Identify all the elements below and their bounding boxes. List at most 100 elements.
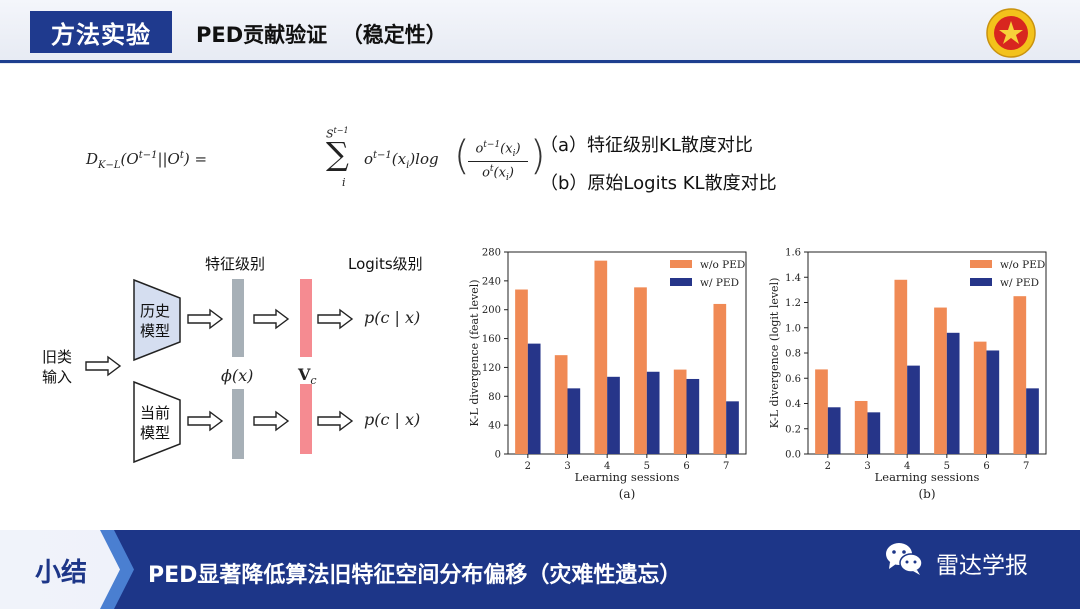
current-model-label-line1: 当前 xyxy=(140,404,171,422)
y-tick-label: 1.2 xyxy=(785,298,801,309)
bar-w-ped xyxy=(907,365,920,454)
section-badge: 方法实验 xyxy=(30,11,172,53)
x-tick-label: 5 xyxy=(644,461,650,472)
chart-caption: (a) xyxy=(619,487,636,501)
bar-wo-ped xyxy=(894,279,908,454)
x-tick-label: 3 xyxy=(864,461,870,472)
bar-wo-ped xyxy=(594,260,608,454)
arrow-logits-to-output-2 xyxy=(317,410,354,432)
current-logits-bar xyxy=(300,384,312,454)
chart-caption: (b) xyxy=(918,487,935,501)
legend-entry: w/o PED xyxy=(700,259,745,271)
bar-w-ped xyxy=(527,343,541,454)
page-title: PED贡献验证 （稳定性） xyxy=(196,23,447,47)
legend-swatch xyxy=(670,278,692,286)
x-axis-label: Learning sessions xyxy=(575,470,680,484)
bar-w-ped xyxy=(827,407,841,454)
x-tick-label: 4 xyxy=(904,461,910,472)
bar-w-ped xyxy=(607,376,620,454)
y-tick-label: 1.4 xyxy=(785,273,801,284)
bar-wo-ped xyxy=(1013,296,1027,454)
bar-w-ped xyxy=(1026,388,1039,454)
bar-wo-ped xyxy=(515,289,528,454)
vc-label: Vc xyxy=(298,365,317,388)
bar-w-ped xyxy=(986,350,1000,454)
x-axis-label: Learning sessions xyxy=(875,470,980,484)
emblem-logo xyxy=(986,8,1036,58)
x-tick-label: 6 xyxy=(983,461,989,472)
current-feature-bar xyxy=(232,389,244,459)
arrow-old-to-feature xyxy=(187,308,224,330)
header-bar xyxy=(0,0,1080,64)
y-tick-label: 0.6 xyxy=(785,374,801,385)
y-tick-label: 280 xyxy=(482,248,501,259)
kl-divergence-formula: DK−L(Ot−1||Ot) = St−1 ∑ i ot−1(xi)log ( … xyxy=(86,126,546,189)
y-tick-label: 240 xyxy=(482,276,501,287)
header-divider xyxy=(0,60,1080,63)
wechat-icon xyxy=(886,543,923,575)
old-logits-bar xyxy=(300,279,312,357)
y-tick-label: 1.0 xyxy=(785,323,801,334)
bar-w-ped xyxy=(726,401,739,454)
x-tick-label: 2 xyxy=(525,461,531,472)
logits-level-label: Logits级别 xyxy=(348,255,423,273)
chart-logit-level: 0.0 0.2 0.4 0.6 0.8 1.0 1.2 1.4 1.6 2 3 4 5 6 7 w/o PED… xyxy=(768,248,1047,501)
brand-text: 雷达学报 xyxy=(936,553,1028,579)
y-tick-label: 1.6 xyxy=(785,248,801,259)
plot-frame xyxy=(507,251,747,455)
legend-swatch xyxy=(670,260,692,268)
bar-wo-ped xyxy=(854,400,868,454)
x-tick-label: 2 xyxy=(825,461,831,472)
arrow-feature-to-logits xyxy=(253,308,290,330)
bar-wo-ped xyxy=(973,341,987,454)
bar-w-ped xyxy=(686,378,700,454)
legend-swatch xyxy=(970,278,992,286)
old-model-block xyxy=(133,278,181,362)
feature-level-label: 特征级别 xyxy=(205,255,266,273)
y-tick-label: 0.2 xyxy=(785,424,801,435)
summary-text: PED显著降低算法旧特征空间分布偏移（灾难性遗忘） xyxy=(148,563,682,588)
caption-b: （b）原始Logits KL散度对比 xyxy=(540,173,777,194)
legend-swatch xyxy=(970,260,992,268)
y-tick-label: 80 xyxy=(488,392,501,403)
y-tick-label: 120 xyxy=(482,363,501,374)
y-tick-label: 160 xyxy=(482,334,501,345)
y-axis-label: K-L divergence (feat level) xyxy=(468,279,481,426)
y-tick-label: 0.8 xyxy=(785,349,801,360)
model-diagram-shapes xyxy=(85,278,354,464)
x-tick-label: 7 xyxy=(1023,461,1029,472)
bar-w-ped xyxy=(867,412,881,454)
x-tick-label: 7 xyxy=(723,461,729,472)
bar-wo-ped xyxy=(634,287,647,454)
y-tick-label: 200 xyxy=(482,305,501,316)
footer-band-shape xyxy=(100,530,1080,609)
summary-tag: 小结 xyxy=(34,557,87,588)
old-model-label-line1: 历史 xyxy=(140,302,171,320)
arrow-current-to-feature xyxy=(187,410,224,432)
bar-wo-ped xyxy=(554,355,568,454)
legend-entry: w/ PED xyxy=(700,277,739,289)
bar-w-ped xyxy=(567,388,581,454)
y-tick-label: 40 xyxy=(488,421,501,432)
caption-a: （a）特征级别KL散度对比 xyxy=(540,135,753,156)
output-prob-top: p(c | x) xyxy=(364,308,421,327)
x-tick-label: 3 xyxy=(564,461,570,472)
bar-wo-ped xyxy=(934,307,947,454)
y-tick-label: 0.4 xyxy=(785,399,801,410)
phi-label: ϕ(x) xyxy=(221,366,254,385)
arrow-feature-to-logits-2 xyxy=(253,410,290,432)
old-feature-bar xyxy=(232,279,244,357)
y-tick-label: 0 xyxy=(495,450,501,461)
legend-entry: w/ PED xyxy=(1000,277,1039,289)
x-tick-label: 6 xyxy=(683,461,689,472)
bar-wo-ped xyxy=(713,303,727,454)
output-prob-bottom: p(c | x) xyxy=(364,410,421,429)
bar-w-ped xyxy=(646,371,660,454)
bar-w-ped xyxy=(946,332,960,454)
x-tick-label: 5 xyxy=(944,461,950,472)
bar-wo-ped xyxy=(673,369,687,454)
bar-wo-ped xyxy=(815,369,828,454)
input-arrow xyxy=(85,355,122,377)
x-tick-label: 4 xyxy=(604,461,610,472)
current-model-label-line2: 模型 xyxy=(140,424,171,442)
